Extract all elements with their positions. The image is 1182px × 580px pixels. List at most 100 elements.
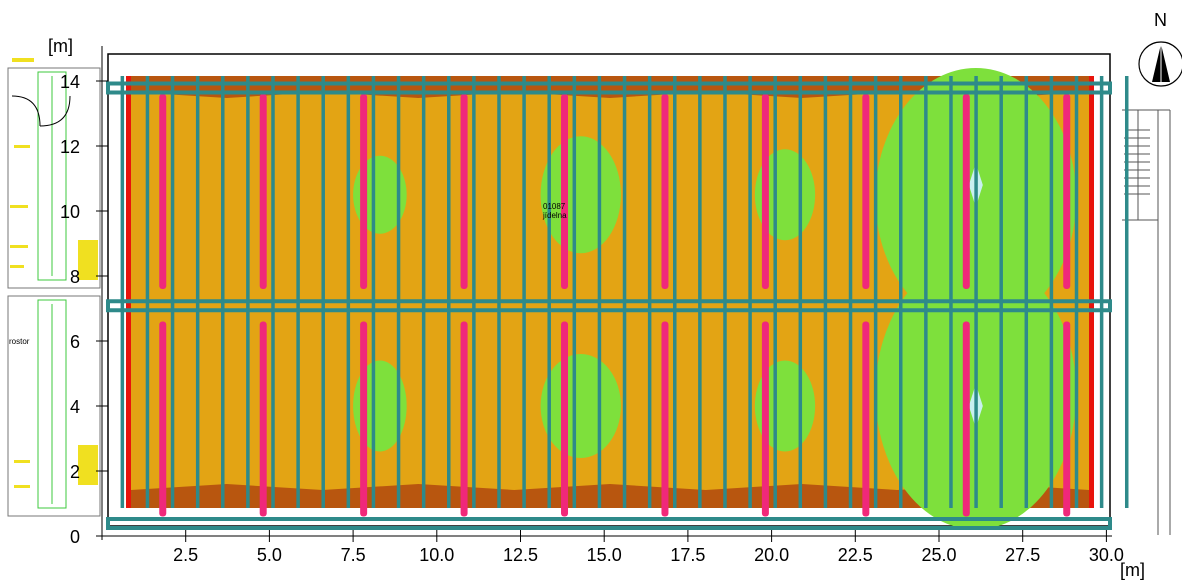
grid-slat xyxy=(1074,76,1079,508)
ceiling-grid-beams xyxy=(106,76,1129,530)
grid-slat xyxy=(246,76,250,508)
grid-slat xyxy=(421,76,426,508)
y-ticks: 0 2 4 6 8 10 12 14 xyxy=(60,72,108,547)
red-wall-right xyxy=(1089,76,1094,508)
room-name: jídelna xyxy=(542,211,567,220)
x-tick-label: 22.5 xyxy=(838,545,873,565)
green-zone xyxy=(540,136,621,254)
luminaire xyxy=(259,321,267,517)
luminaire xyxy=(962,321,970,517)
luminaire xyxy=(661,321,669,517)
luminaire xyxy=(661,94,669,289)
grid-slat xyxy=(949,76,953,508)
grid-slat xyxy=(622,76,627,508)
grid-slat xyxy=(170,76,175,508)
grid-slat xyxy=(597,76,602,508)
y-tick-label: 14 xyxy=(60,72,80,92)
grid-slat xyxy=(873,76,878,508)
luminaire xyxy=(460,94,468,289)
grid-slat xyxy=(848,76,853,508)
grid-slat xyxy=(748,76,752,508)
grid-slat xyxy=(271,76,275,508)
grid-slat xyxy=(673,76,677,508)
luminaire xyxy=(259,94,267,289)
luminaires xyxy=(159,94,1071,517)
north-label: N xyxy=(1154,10,1167,30)
luminaire xyxy=(862,321,870,517)
y-tick-label: 4 xyxy=(70,397,80,417)
grid-slat xyxy=(698,76,702,508)
luminaire xyxy=(761,321,769,517)
room-code: 01087 xyxy=(543,202,566,211)
grid-slat xyxy=(396,76,401,508)
x-tick-label: 20.0 xyxy=(754,545,789,565)
left-room-label: rostor xyxy=(9,337,30,346)
grid-slat xyxy=(1124,76,1129,508)
x-tick-label: 30.0 xyxy=(1089,545,1124,565)
grid-slat xyxy=(221,76,225,508)
luminaire xyxy=(360,321,368,517)
x-tick-label: 12.5 xyxy=(503,545,538,565)
luminaire xyxy=(561,321,569,517)
green-zone xyxy=(540,354,621,458)
grid-slat xyxy=(572,76,577,508)
grid-slat xyxy=(321,76,325,508)
y-tick-label: 10 xyxy=(60,202,80,222)
y-tick-label: 6 xyxy=(70,332,80,352)
x-tick-label: 27.5 xyxy=(1005,545,1040,565)
luminaire xyxy=(761,94,769,289)
grid-slat xyxy=(447,76,451,508)
grid-slat xyxy=(999,76,1003,508)
north-arrow-icon xyxy=(1138,41,1182,87)
red-wall-left xyxy=(126,76,131,508)
grid-rail xyxy=(106,81,1112,95)
grid-rail xyxy=(106,517,1112,530)
grid-slat xyxy=(798,76,803,508)
luminaire xyxy=(159,94,167,289)
left-room-annotations xyxy=(10,58,98,488)
grid-slat xyxy=(1099,76,1104,508)
grid-slat xyxy=(497,76,501,508)
grid-slat xyxy=(472,76,476,508)
y-axis-unit: [m] xyxy=(48,36,73,56)
staircase-drawing xyxy=(1122,109,1171,535)
grid-rail xyxy=(106,299,1112,313)
luminaire xyxy=(1063,94,1071,289)
x-tick-label: 7.5 xyxy=(341,545,366,565)
x-axis-unit: [m] xyxy=(1120,560,1145,580)
grid-slat xyxy=(647,76,652,508)
y-tick-label: 8 xyxy=(70,267,80,287)
grid-slat xyxy=(522,76,526,508)
grid-slat xyxy=(346,76,351,508)
y-tick-label: 0 xyxy=(70,527,80,547)
luminaire xyxy=(962,94,970,289)
luminaire xyxy=(862,94,870,289)
x-tick-label: 10.0 xyxy=(419,545,454,565)
grid-slat xyxy=(898,76,903,508)
grid-slat xyxy=(773,76,777,508)
grid-slat xyxy=(823,76,828,508)
luminaire xyxy=(561,94,569,289)
luminaire xyxy=(360,94,368,289)
grid-slat xyxy=(145,76,150,508)
grid-slat xyxy=(547,76,551,508)
x-tick-label: 2.5 xyxy=(173,545,198,565)
x-tick-label: 25.0 xyxy=(921,545,956,565)
grid-slat xyxy=(723,76,727,508)
y-tick-label: 2 xyxy=(70,462,80,482)
x-tick-label: 17.5 xyxy=(670,545,705,565)
x-ticks: 2.5 5.0 7.5 10.0 12.5 15.0 17.5 20.0 22.5 25.0 27.… xyxy=(173,530,1124,565)
grid-slat xyxy=(1049,76,1054,508)
grid-slat xyxy=(371,76,376,508)
grid-slat xyxy=(1024,76,1029,508)
y-tick-label: 12 xyxy=(60,137,80,157)
grid-slat xyxy=(195,76,200,508)
grid-slat xyxy=(924,76,928,508)
luminaire xyxy=(1063,321,1071,517)
x-tick-label: 15.0 xyxy=(587,545,622,565)
left-room-drawing xyxy=(7,67,101,517)
luminaire xyxy=(460,321,468,517)
luminaire xyxy=(159,321,167,517)
grid-slat xyxy=(296,76,300,508)
